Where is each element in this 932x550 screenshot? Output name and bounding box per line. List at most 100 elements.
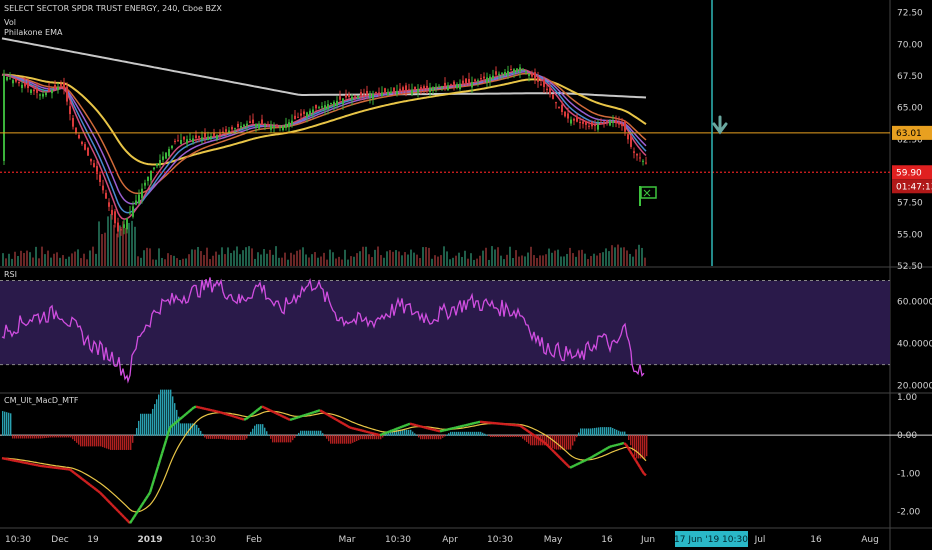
macd-histogram-bar [646,435,648,457]
macd-histogram-bar [284,435,286,443]
candle [294,115,296,119]
macd-line-segment [521,425,525,430]
candle [468,78,470,83]
time-cursor-tag-bg [675,531,748,547]
candle [39,94,41,96]
macd-histogram-bar [190,423,192,436]
macd-line-segment [624,443,630,449]
volume-bar [104,232,106,266]
macd-line-segment [249,413,253,417]
macd-histogram-bar [272,435,274,443]
candle [57,87,59,91]
macd-line-segment [609,444,613,448]
macd-histogram-bar [208,435,210,439]
macd-line-segment [79,476,83,480]
price-tick-label: 72.50 [897,9,923,19]
volume-bar [467,258,469,266]
macd-line-segment [227,413,231,417]
macd-line-segment [581,459,585,464]
candle [339,96,341,100]
macd-histogram-bar [634,435,636,456]
macd-histogram-bar [448,433,450,436]
macd-histogram-bar [636,435,638,459]
candle [159,160,161,165]
macd-histogram-bar [318,430,320,436]
volume-bar [233,250,235,266]
candle [60,83,62,86]
candle [489,76,491,82]
macd-histogram-bar [504,435,506,438]
volume-bar [401,255,403,266]
macd-line-segment [128,519,134,524]
macd-line-segment [603,447,607,452]
macd-line-segment [373,432,377,436]
macd-line-segment [419,425,423,428]
candle [429,87,431,93]
volume-bar [557,249,559,266]
macd-histogram-bar [594,427,596,436]
macd-histogram-bar [282,435,284,443]
macd-histogram-bar [548,435,550,447]
volume-bar [260,254,262,266]
macd-line-segment [259,405,263,409]
macd-line-segment [175,419,179,424]
macd-line-segment [523,427,527,431]
macd-line-segment [148,485,154,493]
candle [231,127,233,130]
candle [504,71,506,76]
sma200-line [1,37,647,99]
candle [438,86,440,88]
macd-histogram-bar [84,435,86,447]
volume-bar [518,256,520,266]
macd-line-segment [166,427,172,435]
macd-line-segment [605,446,609,450]
candle [210,136,212,139]
macd-line-segment [383,431,387,435]
volume-bar [344,249,346,266]
macd-histogram-bar [596,427,598,436]
macd-histogram-bar [258,424,260,436]
candle [546,88,548,91]
macd-line-segment [81,477,85,482]
volume-bar [56,252,58,266]
candle [321,106,323,108]
candle [222,131,224,133]
macd-histogram-bar [560,435,562,450]
macd-line-segment [321,410,325,414]
macd-tick-label: -2.00 [897,508,921,518]
macd-line-segment [171,423,175,427]
candle [225,129,227,132]
macd-histogram-bar [36,435,38,439]
candle [45,92,47,96]
macd-histogram-bar [94,435,96,447]
macd-histogram-bar [214,435,216,439]
volume-label: Vol [4,18,16,27]
candle [645,162,647,164]
volume-bar [431,258,433,266]
macd-line-segment [425,426,429,430]
macd-histogram-bar [22,435,24,439]
volume-bar [452,257,454,266]
macd-histogram-bar [288,435,290,443]
volume-bar [416,254,418,266]
macd-line-segment [91,485,95,489]
candle [258,124,260,129]
macd-histogram-bar [630,435,632,446]
macd-histogram-bar [144,413,146,436]
macd-line-segment [93,487,97,491]
volume-bar [245,247,247,266]
volume-bar [236,246,238,266]
macd-histogram-bar [644,435,646,459]
volume-bar [230,253,232,266]
candle [246,123,248,126]
volume-bar [194,249,196,266]
macd-line-segment [255,408,259,413]
macd-histogram-bar [108,435,110,450]
macd-signal-line [1,410,647,513]
macd-histogram-bar [544,435,546,446]
macd-line-segment [85,480,89,485]
macd-histogram-bar [160,389,162,436]
time-tick-label: 2019 [137,535,162,545]
macd-histogram-bar [58,435,60,438]
